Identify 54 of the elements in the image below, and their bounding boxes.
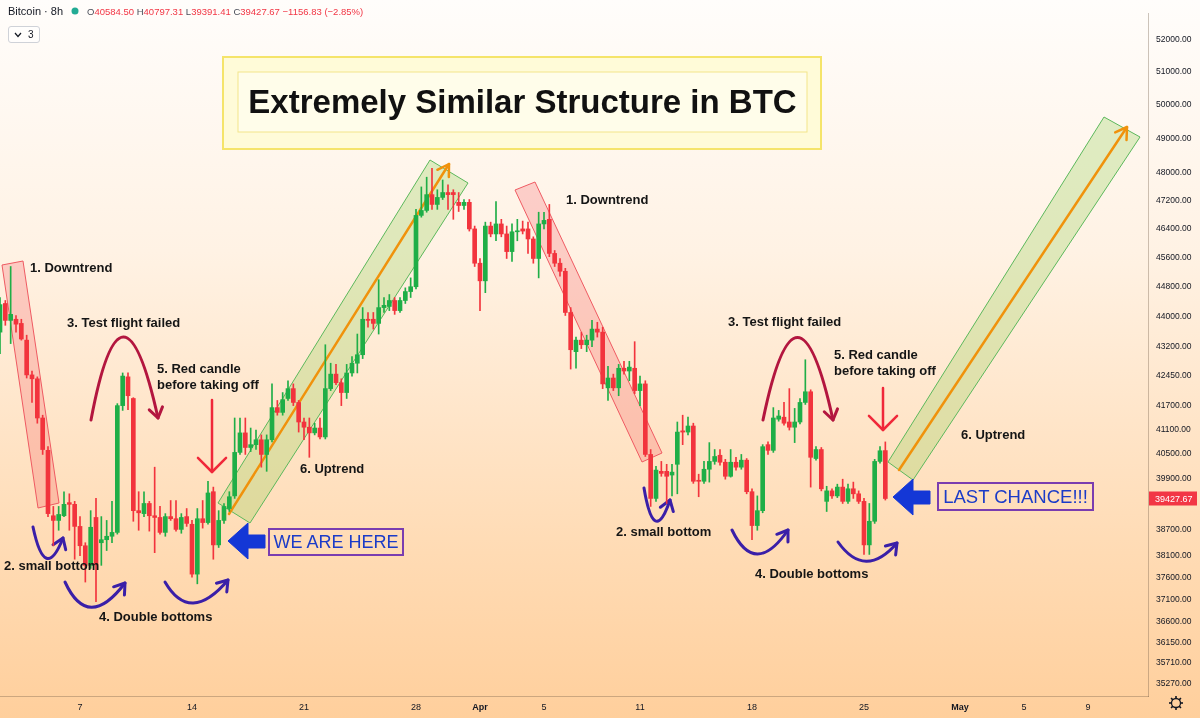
y-tick-label: 51000.00	[1156, 66, 1192, 77]
x-tick-label: Apr	[472, 701, 489, 712]
annotation: 1. Downtrend	[566, 192, 649, 208]
annotation: 3	[28, 29, 34, 40]
y-tick-label: 37100.00	[1156, 593, 1192, 604]
x-tick-label: 5	[1021, 701, 1027, 712]
x-tick-label: 7	[77, 701, 83, 712]
text: 39427.67	[1155, 493, 1193, 504]
annotation: WE ARE HERE	[273, 532, 399, 552]
x-tick-label: 28	[410, 701, 422, 712]
x-tick-label: 14	[186, 701, 198, 712]
annotation: O40584.50 H40797.31 L39391.41 C39427.67 −1156.83 (−2.85%)	[87, 5, 364, 17]
annotation: 3. Test flight failed	[67, 315, 181, 331]
y-tick-label: 44000.00	[1156, 310, 1192, 321]
y-tick-label: 35270.00	[1156, 677, 1192, 688]
y-tick-label: 42450.00	[1156, 370, 1192, 381]
y-tick-label: 38100.00	[1156, 549, 1192, 560]
annotation: 4. Double bottoms	[99, 609, 213, 625]
y-tick-label: 49000.00	[1156, 132, 1192, 143]
y-tick-label: 40500.00	[1156, 448, 1192, 459]
x-tick-label: 11	[635, 701, 645, 712]
annotation: LAST CHANCE!!!	[943, 485, 1088, 507]
annotation: 1. Downtrend	[30, 260, 113, 276]
y-tick-label: 35710.00	[1156, 657, 1192, 668]
y-tick-label: 45600.00	[1156, 251, 1192, 262]
x-tick-label: 5	[541, 701, 547, 712]
y-tick-label: 36600.00	[1156, 616, 1192, 627]
y-tick-label: 47200.00	[1156, 194, 1192, 205]
y-tick-label: 41700.00	[1156, 399, 1192, 410]
y-tick-label: 46400.00	[1156, 222, 1192, 233]
chart-subtitle: Bitcoin · 8h	[8, 5, 64, 17]
annotation: 5. Red candle before taking off	[157, 361, 259, 393]
x-tick-label: May	[951, 701, 969, 712]
y-tick-label: 50000.00	[1156, 99, 1192, 110]
annotation: 5. Red candle before taking off	[834, 347, 936, 379]
y-tick-label: 39900.00	[1156, 473, 1192, 484]
annotation: 6. Uptrend	[300, 461, 365, 477]
y-tick-label: 36150.00	[1156, 636, 1192, 647]
y-tick-label: 41100.00	[1156, 423, 1192, 434]
x-tick-label: 18	[746, 701, 758, 712]
y-tick-label: 38700.00	[1156, 523, 1192, 534]
annotation: 3. Test flight failed	[728, 314, 842, 330]
y-tick-label: 52000.00	[1156, 34, 1192, 45]
annotation: 2. small bottom	[616, 524, 712, 540]
annotation: 4. Double bottoms	[755, 566, 869, 582]
y-tick-label: 37600.00	[1156, 571, 1192, 582]
y-tick-label: 44800.00	[1156, 281, 1192, 292]
x-tick-label: 9	[1085, 701, 1091, 712]
x-tick-label: 25	[858, 701, 870, 712]
text: Extremely Similar Structure in BTC	[238, 72, 807, 132]
y-tick-label: 43200.00	[1156, 341, 1192, 352]
y-tick-label: 48000.00	[1156, 166, 1192, 177]
annotation: 6. Uptrend	[961, 427, 1026, 443]
x-tick-label: 21	[298, 701, 310, 712]
